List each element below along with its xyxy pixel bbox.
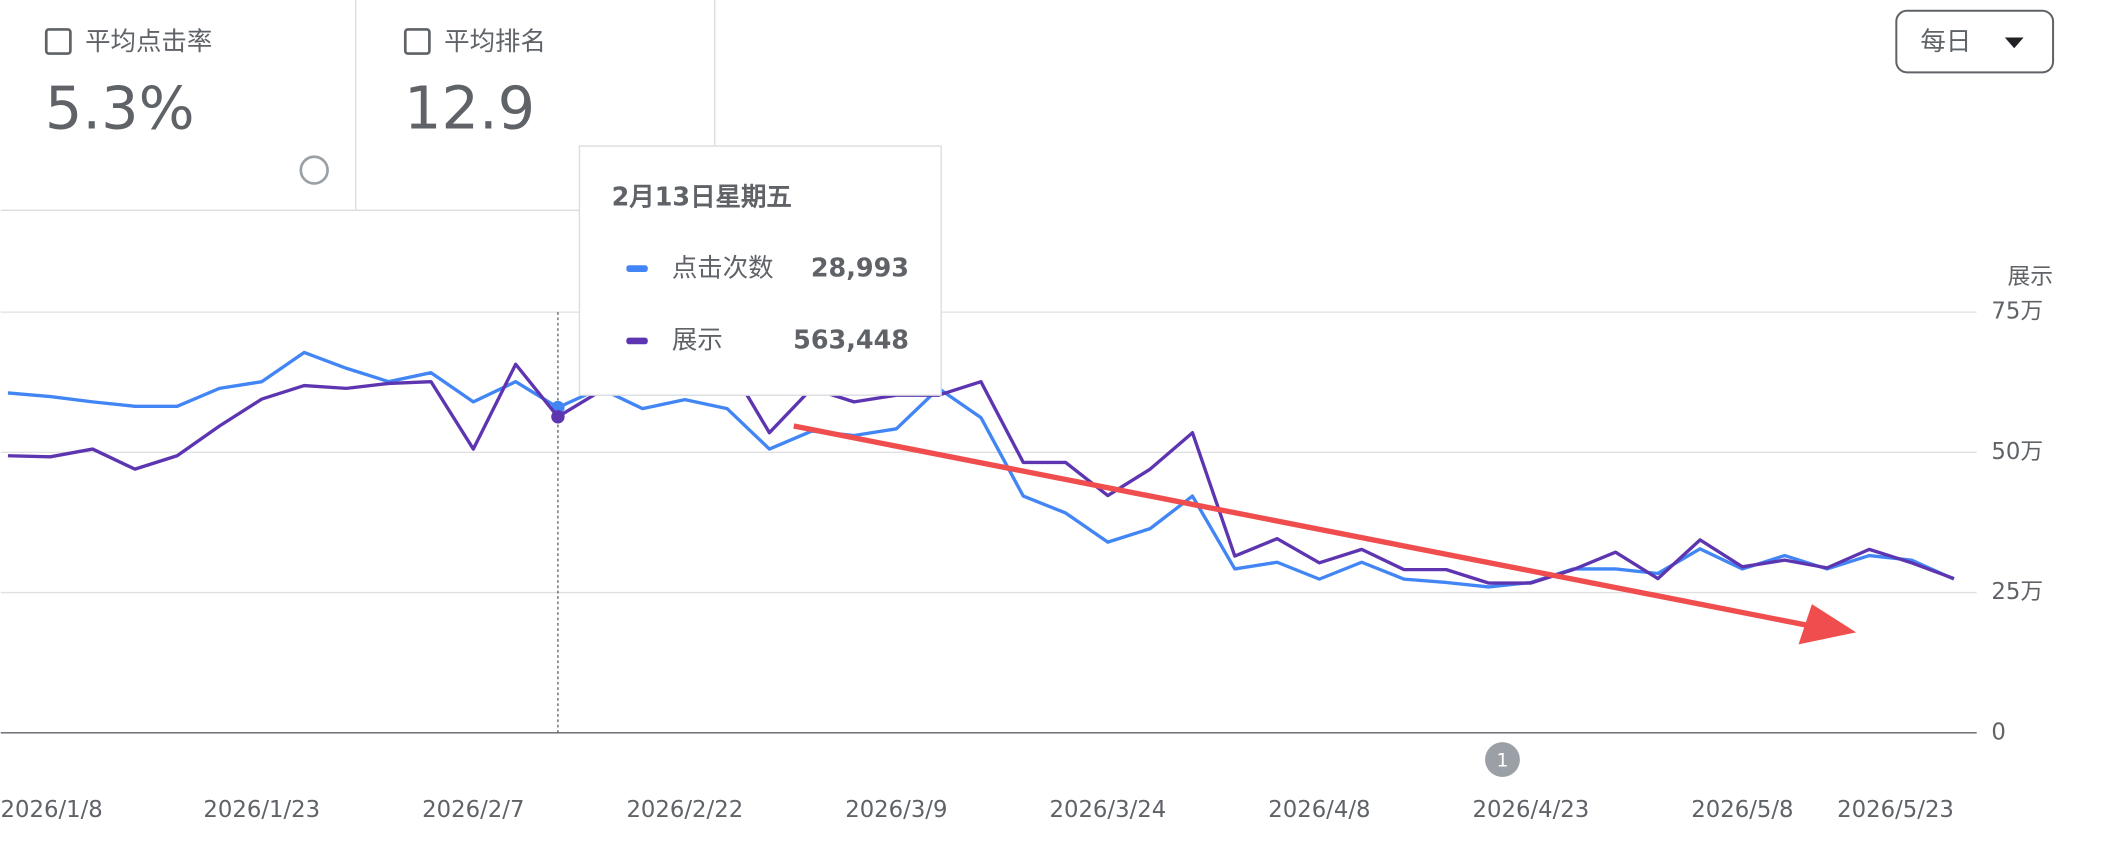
tooltip-series: 展示	[672, 326, 723, 356]
y-tick-label: 0	[1991, 719, 2005, 745]
card-label: 平均排名	[444, 27, 546, 57]
tooltip-value: 563,448	[793, 326, 909, 356]
tooltip: 2月13日星期五 点击次数 28,993 展示 563,448	[578, 145, 942, 396]
tooltip-value: 28,993	[811, 253, 909, 283]
tooltip-swatch	[626, 337, 648, 345]
tooltip-series: 点击次数	[672, 253, 774, 283]
annotation-marker[interactable]	[1485, 742, 1520, 777]
dropdown-label: 每日	[1920, 27, 1971, 57]
x-tick-label: 2026/2/7	[422, 797, 524, 823]
series-line	[7, 359, 1955, 585]
dropdown-arrow	[2004, 37, 2024, 49]
x-tick-label: 2026/1/23	[203, 797, 320, 823]
y-tick-label: 50万	[1991, 439, 2043, 465]
y-tick-label: 75万	[1991, 299, 2043, 325]
y-tick-label: 25万	[1991, 579, 2043, 605]
x-tick-label: 2026/5/8	[1691, 797, 1793, 823]
trend-arrow	[793, 423, 1810, 629]
checkbox[interactable]	[44, 28, 72, 55]
cards: 平均点击率 5.3% 平均排名 12.9	[0, 0, 716, 211]
x-tick-label: 2026/3/24	[1049, 797, 1166, 823]
tooltip-date: 2月13日星期五	[612, 182, 792, 212]
card-label: 平均点击率	[85, 27, 212, 57]
x-tick-label: 2026/2/22	[626, 797, 743, 823]
hover-dot	[551, 410, 565, 424]
tooltip-swatch	[626, 265, 648, 272]
y-axis-title: 展示	[2008, 264, 2054, 290]
annotation-label: 1	[1496, 750, 1508, 771]
x-tick-label: 2026/3/9	[845, 797, 947, 823]
checkbox[interactable]	[403, 28, 431, 55]
x-tick-label: 2026/1/8	[0, 797, 102, 823]
card-value: 12.9	[404, 74, 535, 143]
period-select[interactable]: 每日	[1895, 9, 2055, 74]
x-tick-label: 2026/4/23	[1473, 797, 1590, 823]
help-icon[interactable]	[299, 155, 329, 185]
card-value: 5.3%	[45, 74, 195, 143]
series-line	[7, 350, 1955, 589]
x-tick-label: 2026/5/23	[1837, 797, 1954, 823]
plot: 展示 0 25万 50万 75万 2026/1/8 2026/1/23 2026/2/7 202…	[0, 264, 2053, 823]
dropdown[interactable]	[1895, 9, 2055, 74]
x-tick-label: 2026/4/8	[1268, 797, 1370, 823]
trend-arrowhead	[1798, 604, 1857, 645]
